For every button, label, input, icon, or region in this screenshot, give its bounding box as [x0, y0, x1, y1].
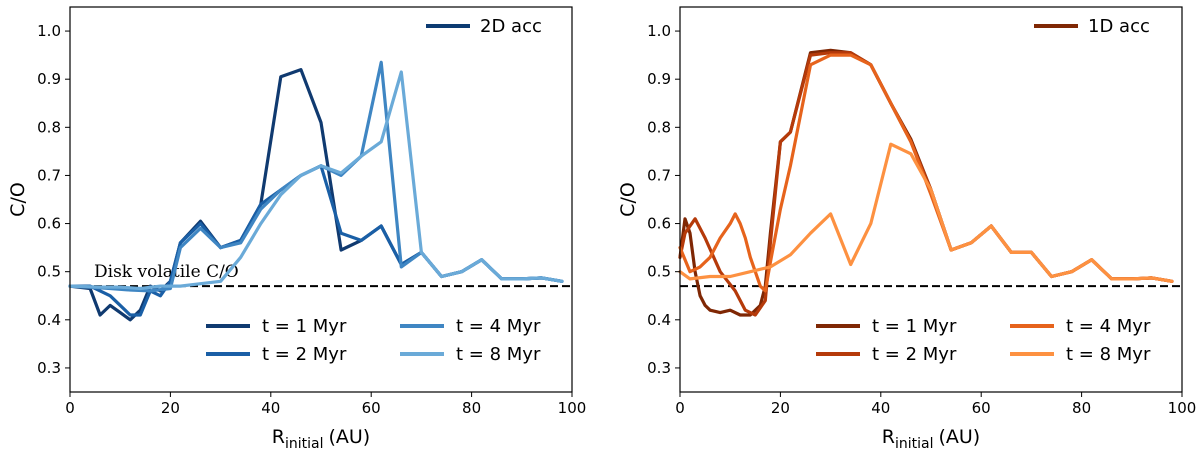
y-tick-label: 0.5: [37, 263, 61, 281]
legend-label-3: t = 4 Myr: [456, 316, 541, 337]
y-axis-label: C/O: [7, 182, 29, 217]
legend-label-2: t = 2 Myr: [872, 344, 957, 365]
legend-label-1: t = 1 Myr: [872, 316, 957, 337]
plot-frame: [679, 6, 1183, 393]
x-tick-label: 0: [65, 399, 75, 417]
y-tick-label: 0.9: [37, 70, 61, 88]
legend-label-4: t = 8 Myr: [456, 344, 541, 365]
y-tick-label: 0.7: [37, 166, 61, 184]
y-tick-label: 0.7: [647, 166, 671, 184]
y-tick-label: 0.8: [647, 118, 671, 136]
y-tick-label: 0.4: [647, 311, 671, 329]
y-tick-label: 1.0: [647, 22, 671, 40]
x-axis-label-main: R: [272, 426, 285, 448]
series-line-4: [678, 142, 1174, 283]
chart-left-2d-acc: Disk volatile C/O 0 20 40 60 80 100 0.3 0.4 0.5 0.…: [7, 6, 587, 452]
x-axis-label-unit: (AU): [938, 426, 980, 448]
x-tick-label: 80: [462, 399, 481, 417]
y-tick-label: 0.6: [37, 215, 61, 233]
legend-label-4: t = 8 Myr: [1066, 344, 1151, 365]
x-axis-label-subscript: initial: [285, 436, 324, 452]
y-tick-label: 0.4: [37, 311, 61, 329]
title-legend-label: 1D acc: [1088, 16, 1150, 37]
y-tick-label: 0.9: [647, 70, 671, 88]
x-tick-label: 20: [161, 399, 180, 417]
x-axis-label-subscript: initial: [895, 436, 934, 452]
x-tick-label: 20: [771, 399, 790, 417]
x-tick-label: 60: [362, 399, 381, 417]
x-axis-label: Rinitial (AU): [272, 426, 370, 452]
series-line-2: [68, 164, 564, 317]
y-tick-label: 0.3: [647, 359, 671, 377]
series-line-4: [68, 70, 564, 291]
x-tick-label: 100: [558, 399, 587, 417]
x-tick-label: 40: [261, 399, 280, 417]
plot-frame: [69, 6, 573, 393]
y-tick-label: 0.3: [37, 359, 61, 377]
x-axis-label-main: R: [882, 426, 895, 448]
x-axis-label-unit: (AU): [328, 426, 370, 448]
title-legend-label: 2D acc: [480, 16, 542, 37]
legend-label-3: t = 4 Myr: [1066, 316, 1151, 337]
y-tick-label: 1.0: [37, 22, 61, 40]
series-line-1: [68, 67, 564, 322]
y-tick-label: 0.6: [647, 215, 671, 233]
x-tick-label: 60: [972, 399, 991, 417]
y-axis-label: C/O: [617, 182, 639, 217]
x-tick-label: 100: [1168, 399, 1197, 417]
chart-right-1d-acc: 0 20 40 60 80 100 0.3 0.4 0.5 0.6 0.7 0.8 0.9 1.0 Rini…: [617, 6, 1197, 452]
x-tick-label: 40: [871, 399, 890, 417]
legend-label-1: t = 1 Myr: [262, 316, 347, 337]
x-tick-label: 0: [675, 399, 685, 417]
series-line-3: [68, 60, 564, 293]
y-tick-label: 0.5: [647, 263, 671, 281]
x-axis-label: Rinitial (AU): [882, 426, 980, 452]
legend-label-2: t = 2 Myr: [262, 344, 347, 365]
y-tick-label: 0.8: [37, 118, 61, 136]
x-tick-label: 80: [1072, 399, 1091, 417]
reference-line-label: Disk volatile C/O: [94, 262, 239, 282]
